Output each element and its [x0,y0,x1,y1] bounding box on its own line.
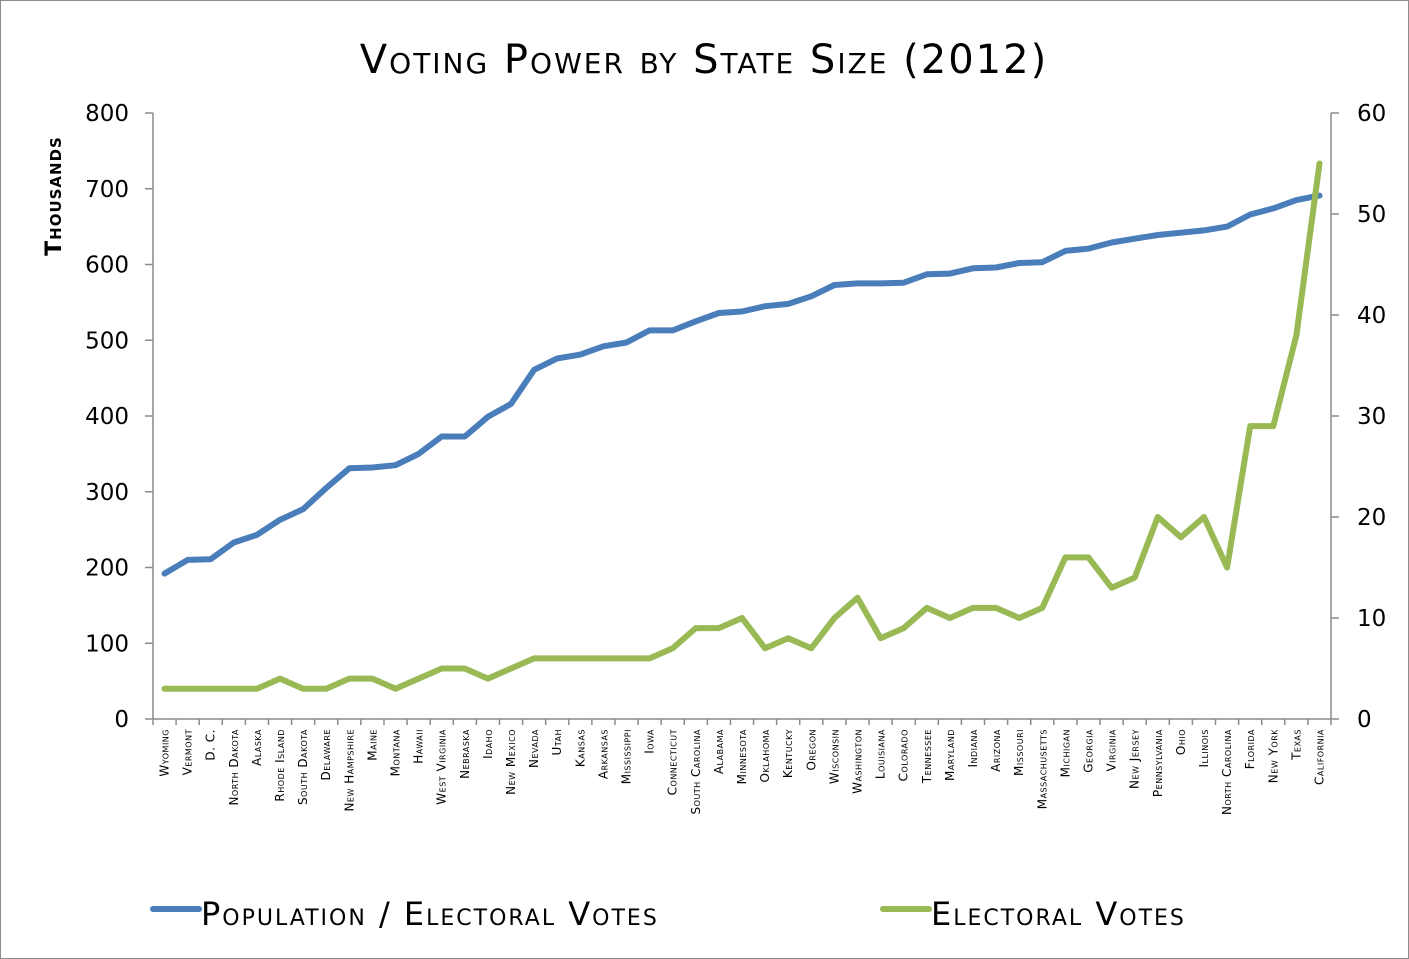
left-tick-label: 600 [85,253,129,279]
category-label: Texas [1289,729,1303,761]
left-tick-label: 0 [114,707,129,733]
category-label: Alaska [250,729,264,766]
right-axis-ticks: 0 10 20 30 40 50 60 [1331,101,1386,733]
left-tick-label: 800 [85,101,129,127]
category-label: Idaho [481,729,495,759]
category-label: California [1312,729,1326,785]
category-label: Alabama [712,729,726,774]
category-label: Wisconsin [827,729,841,784]
category-label: D. C. [204,729,218,761]
category-label: Vermont [181,729,195,775]
chart-title: Voting Power by State Size (2012) [360,37,1048,83]
category-label: Delaware [319,729,333,781]
category-label: New Jersey [1128,729,1142,789]
category-label: Rhode Island [273,729,287,802]
category-label: Oklahoma [758,729,772,783]
category-label: Wyoming [158,729,172,777]
category-label: Washington [850,729,864,794]
right-tick-label: 10 [1357,606,1386,632]
left-tick-label: 400 [85,404,129,430]
category-label: Indiana [966,729,980,768]
right-tick-label: 60 [1357,101,1386,127]
series-lines [161,160,1323,692]
category-label: Florida [1243,729,1257,769]
legend-label-1: Electoral Votes [931,895,1186,933]
category-label: Hawaii [412,729,426,764]
category-label: Maine [365,729,379,761]
category-label: Michigan [1058,729,1072,777]
left-tick-label: 300 [85,480,129,506]
category-label: Louisiana [874,729,888,779]
category-label: Oregon [804,729,818,771]
category-label: North Carolina [1220,729,1234,815]
category-label: New Hampshire [342,729,356,812]
category-label: New Mexico [504,729,518,795]
legend: Population / Electoral Votes Electoral Vo… [150,895,1186,933]
category-label: Pennsylvania [1151,729,1165,797]
category-label: Colorado [897,729,911,781]
right-tick-label: 30 [1357,404,1386,430]
category-label: Ohio [1174,729,1188,755]
right-tick-label: 20 [1357,505,1386,531]
category-label: West Virginia [435,729,449,805]
category-label: Virginia [1105,729,1119,772]
category-label: Tennessee [920,729,934,784]
category-label: Kansas [573,729,587,767]
left-axis-label: Thousands [42,136,67,256]
category-label: Kentucky [781,729,795,778]
left-tick-label: 700 [85,177,129,203]
left-tick-label: 200 [85,556,129,582]
category-label: Nevada [527,729,541,768]
category-label: Arizona [989,729,1003,772]
axes [152,113,1332,720]
category-labels: Wyoming Vermont D. C. North Dakota Alaska Rho… [152,719,1332,815]
category-label: Montana [389,729,403,776]
category-label: Iowa [643,729,657,754]
category-label: South Dakota [296,729,310,805]
category-label: Georgia [1081,729,1095,773]
category-label: Illinois [1197,729,1211,768]
series-line-1 [161,160,1323,692]
category-label: Maryland [943,729,957,781]
left-tick-label: 100 [85,631,129,657]
category-label: Arkansas [596,729,610,779]
category-label: Massachusetts [1035,729,1049,809]
category-label: Nebraska [458,729,472,779]
series-line-0 [161,192,1323,577]
left-tick-label: 500 [85,328,129,354]
category-label: Connecticut [666,729,680,795]
legend-label-0: Population / Electoral Votes [201,895,659,933]
category-label: South Carolina [689,729,703,814]
category-label: North Dakota [227,729,241,806]
right-tick-label: 0 [1357,707,1372,733]
category-label: Mississippi [620,729,634,784]
right-tick-label: 50 [1357,202,1386,228]
category-label: Utah [550,729,564,756]
left-axis-ticks: 0 100 200 300 400 500 600 700 800 [85,101,153,733]
category-label: Missouri [1012,729,1026,776]
category-label: New York [1266,729,1280,783]
category-label: Minnesota [735,729,749,784]
right-tick-label: 40 [1357,303,1386,329]
